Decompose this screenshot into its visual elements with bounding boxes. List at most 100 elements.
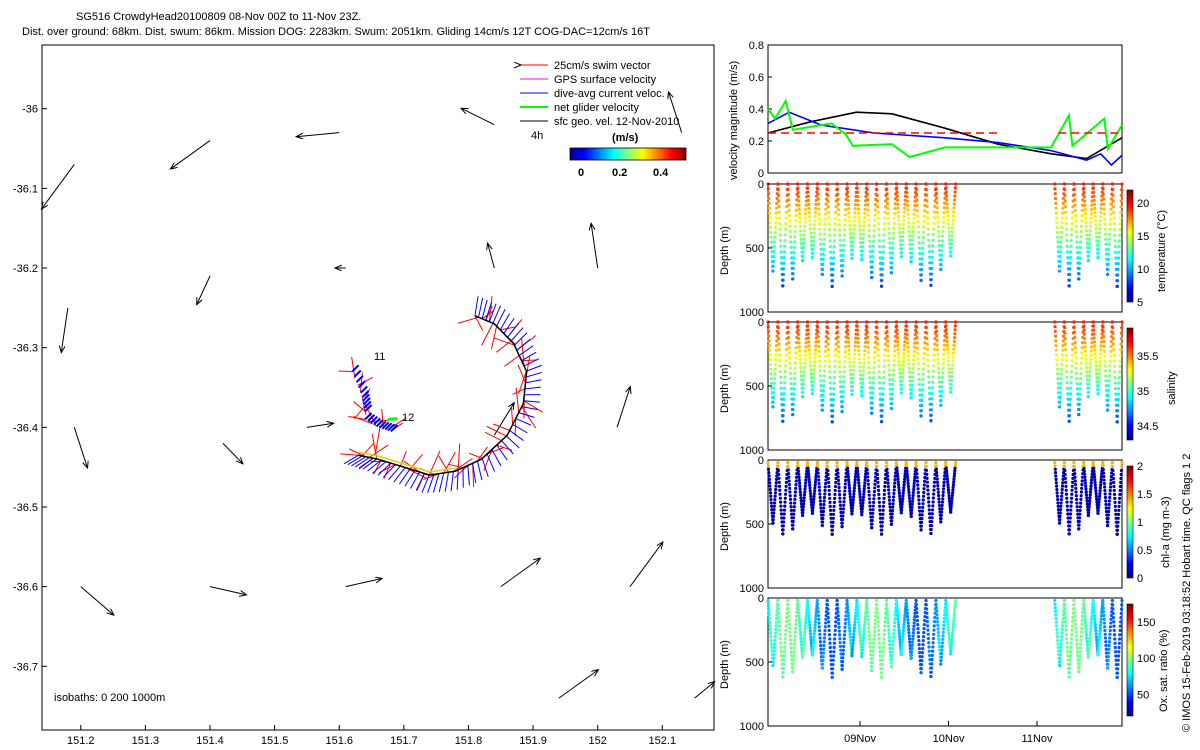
profile-point <box>791 527 795 531</box>
profile-point <box>901 367 905 371</box>
profile-point <box>1087 254 1091 258</box>
profile-point <box>942 210 946 215</box>
profile-point <box>1117 508 1121 512</box>
profile-point <box>840 405 844 409</box>
profile-point <box>936 623 940 627</box>
profile-point <box>1055 627 1059 632</box>
profile-point <box>787 351 791 355</box>
profile-point <box>769 501 773 505</box>
profile-point <box>852 486 857 490</box>
profile-point <box>925 336 929 341</box>
profile-point <box>888 505 892 509</box>
colorbar-tick-label: 150 <box>1137 617 1155 629</box>
profile-point <box>776 607 781 611</box>
profile-point <box>793 371 797 376</box>
depth-tick-label: 1000 <box>740 307 764 319</box>
profile-point <box>811 388 815 392</box>
profile-point <box>814 344 818 348</box>
profile-point <box>940 648 944 652</box>
profile-point <box>922 356 926 361</box>
profile-point <box>1069 381 1073 385</box>
profile-point <box>824 202 828 206</box>
profile-point <box>784 359 788 363</box>
profile-point <box>1055 484 1059 488</box>
profile-point <box>856 472 860 476</box>
map-x-tick-label: 151.6 <box>325 735 353 747</box>
profile-point <box>778 222 782 226</box>
profile-point <box>782 516 786 520</box>
dac-vector <box>503 317 515 334</box>
profile-point <box>772 508 776 512</box>
profile-point <box>806 605 810 609</box>
profile-point <box>912 478 917 483</box>
profile-point <box>853 348 857 352</box>
profile-point <box>816 335 820 339</box>
profile-point <box>901 222 906 227</box>
profile-point <box>871 391 875 395</box>
profile-point <box>1095 638 1099 642</box>
profile-point <box>898 634 902 639</box>
chl-ylabel: Depth (m) <box>719 502 731 551</box>
profile-point <box>1112 480 1116 485</box>
profile-point <box>827 620 831 624</box>
profile-point <box>812 368 816 372</box>
profile-point <box>910 647 914 651</box>
profile-point <box>773 497 777 502</box>
profile-point <box>878 244 882 249</box>
profile-point <box>947 499 952 503</box>
profile-point <box>907 229 911 234</box>
profile-point <box>921 230 926 234</box>
profile-point <box>1082 608 1086 612</box>
profile-point <box>1082 195 1086 199</box>
profile-point <box>926 492 930 496</box>
profile-point <box>1099 344 1103 348</box>
profile-point <box>865 192 869 196</box>
profile-point <box>1060 216 1065 220</box>
profile-point <box>890 661 894 665</box>
profile-point <box>1117 233 1122 237</box>
profile-point <box>772 511 776 515</box>
profile-point <box>811 247 815 251</box>
profile-point <box>1064 227 1069 231</box>
profile-point <box>940 380 944 384</box>
profile-point <box>1096 255 1100 260</box>
profile-point <box>833 227 837 232</box>
profile-point <box>780 261 784 265</box>
profile-point <box>1056 642 1060 646</box>
profile-point <box>918 513 922 517</box>
profile-point <box>794 219 798 223</box>
profile-point <box>861 240 865 245</box>
profile-point <box>1057 269 1062 273</box>
profile-point <box>1057 521 1062 525</box>
profile-point <box>930 249 935 254</box>
profile-point <box>1054 481 1058 485</box>
profile-point <box>865 197 870 202</box>
profile-point <box>941 497 945 501</box>
dac-vector <box>363 400 372 409</box>
profile-point <box>821 516 825 521</box>
profile-point <box>809 494 813 498</box>
profile-point <box>849 240 853 244</box>
profile-point <box>837 489 841 493</box>
profile-point <box>848 492 852 496</box>
profile-point <box>863 475 867 479</box>
profile-point <box>882 239 886 243</box>
profile-point <box>1115 671 1120 675</box>
profile-point <box>1059 508 1063 512</box>
profile-point <box>832 381 836 385</box>
profile-point <box>952 477 956 481</box>
profile-point <box>812 497 816 501</box>
profile-point <box>1106 267 1110 271</box>
profile-point <box>1079 240 1083 244</box>
profile-point <box>935 334 939 338</box>
profile-point <box>867 360 871 365</box>
profile-point <box>797 341 801 345</box>
profile-point <box>812 638 816 642</box>
profile-point <box>904 460 908 465</box>
profile-point <box>868 641 872 645</box>
profile-point <box>799 241 804 246</box>
profile-point <box>786 182 790 186</box>
profile-point <box>898 494 902 498</box>
profile-point <box>953 328 957 332</box>
profile-point <box>1097 644 1101 648</box>
